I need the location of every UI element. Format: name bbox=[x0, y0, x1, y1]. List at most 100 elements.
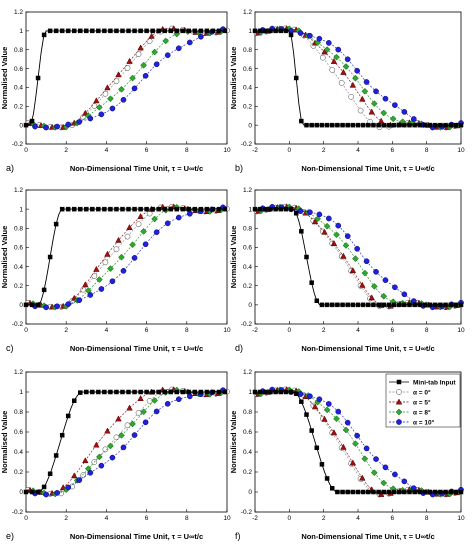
marker-input bbox=[47, 254, 53, 260]
series-a8 bbox=[25, 203, 228, 311]
y-tick-label: 0.4 bbox=[14, 85, 23, 92]
marker-input bbox=[376, 489, 381, 495]
series-a10 bbox=[254, 203, 464, 311]
marker-input bbox=[376, 302, 381, 308]
y-tick-label: 1.2 bbox=[243, 187, 252, 194]
y-tick-label: 1.2 bbox=[243, 369, 252, 376]
marker-input bbox=[453, 122, 459, 128]
x-tick-label: 2 bbox=[322, 515, 326, 522]
marker-a8 bbox=[151, 215, 158, 223]
marker-input bbox=[371, 302, 376, 308]
y-tick-label: 1.2 bbox=[14, 369, 23, 376]
marker-a5 bbox=[349, 459, 357, 466]
marker-a5 bbox=[115, 236, 122, 243]
marker-a10 bbox=[363, 258, 370, 265]
marker-input bbox=[168, 206, 173, 212]
marker-a10 bbox=[354, 67, 360, 74]
marker-input bbox=[23, 489, 29, 495]
marker-input bbox=[204, 389, 210, 395]
series-a8 bbox=[25, 386, 228, 498]
marker-input bbox=[366, 489, 371, 495]
marker-a10 bbox=[43, 304, 49, 311]
marker-input bbox=[84, 28, 89, 34]
marker-a10 bbox=[65, 301, 72, 307]
marker-a5 bbox=[137, 394, 144, 401]
x-tick-label: 4 bbox=[105, 515, 109, 522]
y-tick-label: -0.2 bbox=[241, 321, 253, 328]
marker-a10 bbox=[142, 419, 149, 426]
marker-input bbox=[198, 206, 204, 212]
marker-a10 bbox=[109, 454, 116, 461]
series-line-a8 bbox=[25, 389, 228, 495]
marker-input bbox=[438, 489, 443, 495]
series-line-a10 bbox=[25, 28, 228, 128]
marker-input bbox=[252, 389, 258, 395]
marker-input bbox=[371, 122, 376, 128]
series-line-a10 bbox=[25, 389, 228, 495]
marker-input bbox=[402, 302, 407, 308]
marker-a10 bbox=[382, 95, 389, 102]
marker-input bbox=[257, 389, 263, 395]
marker-input bbox=[150, 389, 155, 395]
marker-a10 bbox=[382, 277, 389, 284]
chart-panel-3: -0.200.20.40.60.811.20 2 4 6 8 10Non-Dimensio… bbox=[0, 187, 231, 353]
marker-input bbox=[448, 122, 453, 128]
y-axis-title: Normalised Value bbox=[229, 47, 238, 110]
marker-input bbox=[350, 122, 356, 128]
marker-input bbox=[216, 206, 222, 212]
marker-input bbox=[126, 206, 131, 212]
y-tick-label: 0.8 bbox=[14, 47, 23, 54]
marker-a5 bbox=[340, 68, 347, 75]
y-tick-label: -0.2 bbox=[12, 321, 24, 328]
marker-a8 bbox=[107, 265, 114, 272]
x-tick-label: 2 bbox=[64, 147, 68, 154]
marker-a0 bbox=[338, 80, 345, 86]
marker-a10 bbox=[109, 105, 116, 112]
marker-a5 bbox=[359, 474, 366, 481]
x-tick-label: 4 bbox=[356, 147, 360, 154]
series-a8 bbox=[254, 203, 463, 311]
series-line-a5 bbox=[25, 206, 228, 308]
series-input bbox=[252, 28, 464, 128]
marker-input bbox=[330, 486, 335, 491]
panel-label: a) bbox=[6, 163, 14, 173]
marker-a8 bbox=[162, 37, 170, 45]
y-tick-label: 1.2 bbox=[14, 9, 23, 16]
y-tick-label: 0.4 bbox=[14, 449, 23, 456]
marker-a5 bbox=[126, 57, 133, 64]
marker-a10 bbox=[76, 477, 83, 483]
marker-input bbox=[41, 287, 47, 293]
marker-input bbox=[53, 28, 59, 34]
y-tick-label: 1 bbox=[19, 28, 23, 35]
marker-a8 bbox=[361, 87, 369, 95]
marker-input bbox=[314, 445, 320, 451]
series-line-a5 bbox=[25, 28, 228, 128]
marker-a8 bbox=[380, 109, 388, 117]
marker-input bbox=[448, 302, 453, 308]
marker-input bbox=[283, 389, 289, 395]
marker-a10 bbox=[175, 214, 182, 221]
marker-a10 bbox=[142, 72, 149, 79]
marker-input bbox=[324, 476, 330, 481]
marker-a10 bbox=[325, 215, 332, 222]
y-tick-label: -0.2 bbox=[241, 141, 253, 148]
marker-a0 bbox=[135, 51, 142, 58]
y-tick-label: 1.2 bbox=[14, 187, 23, 194]
marker-input bbox=[350, 489, 356, 495]
marker-input bbox=[299, 399, 304, 404]
x-tick-label: 2 bbox=[322, 147, 326, 154]
marker-a10 bbox=[186, 39, 193, 46]
marker-a10 bbox=[392, 471, 398, 478]
marker-input bbox=[96, 389, 101, 395]
x-tick-label: 0 bbox=[24, 327, 28, 334]
marker-input bbox=[186, 389, 192, 395]
x-tick-label: 10 bbox=[457, 147, 465, 154]
series-line-a0 bbox=[25, 28, 228, 128]
x-tick-label: 8 bbox=[425, 515, 429, 522]
marker-input bbox=[162, 206, 167, 212]
marker-a5 bbox=[368, 108, 375, 115]
x-tick-label: 10 bbox=[223, 515, 231, 522]
marker-input bbox=[198, 28, 204, 34]
marker-input bbox=[391, 122, 397, 128]
y-tick-label: 0 bbox=[248, 489, 252, 496]
